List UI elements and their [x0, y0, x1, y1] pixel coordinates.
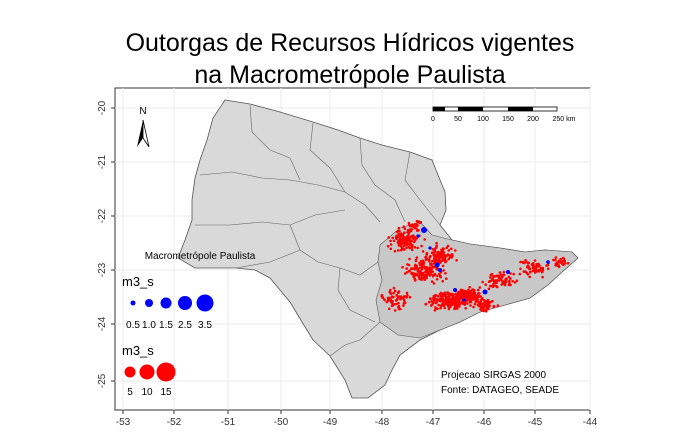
projection-text: Projecao SIRGAS 2000 — [441, 370, 546, 381]
legend-red-value: 5 — [127, 387, 133, 398]
scale-bar — [432, 106, 558, 112]
legend-blue-value: 1.0 — [142, 320, 156, 331]
x-tick-label: -49 — [323, 417, 338, 428]
y-tick-label: -25 — [97, 373, 108, 388]
legend-blue-value: 2.5 — [178, 320, 192, 331]
x-axis-ticks: -53 -52 -51 -50 -49 -48 -47 -46 -45 -44 — [116, 410, 598, 428]
legend-red-value: 10 — [141, 387, 153, 398]
y-tick-label: -24 — [97, 316, 108, 331]
legend-blue-value: 3.5 — [198, 320, 212, 331]
north-label: N — [139, 106, 146, 117]
y-axis-ticks: -20 -21 -22 -23 -24 -25 — [97, 100, 115, 388]
scale-label-50: 50 — [454, 116, 462, 123]
watershed-boundaries — [195, 104, 441, 357]
y-tick-label: -20 — [97, 100, 108, 115]
source-text: Fonte: DATAGEO, SEADE — [441, 385, 559, 396]
map-title-line-2: na Macrometrópole Paulista — [194, 61, 506, 89]
x-tick-label: -45 — [528, 417, 543, 428]
legend-red-title: m3_s — [122, 343, 154, 358]
blue-outorga-points — [416, 227, 550, 302]
scale-label-150: 150 — [502, 116, 514, 123]
north-arrow-icon — [137, 119, 150, 148]
scale-label-0: 0 — [431, 116, 435, 123]
x-tick-label: -46 — [477, 417, 492, 428]
map-title-line-1: Outorgas de Recursos Hídricos vigentes — [125, 29, 575, 57]
x-tick-label: -47 — [426, 417, 441, 428]
y-tick-label: -21 — [97, 154, 108, 169]
legend-blue-value: 0.5 — [126, 320, 140, 331]
region-label: Macrometrópole Paulista — [145, 251, 256, 262]
x-tick-label: -44 — [583, 417, 598, 428]
y-tick-label: -22 — [97, 208, 108, 223]
x-tick-label: -51 — [221, 417, 236, 428]
x-tick-label: -48 — [375, 417, 390, 428]
legend-blue-symbols — [130, 294, 214, 312]
scale-label-200: 200 — [527, 116, 539, 123]
x-tick-label: -53 — [116, 417, 131, 428]
scale-label-100: 100 — [477, 116, 489, 123]
x-tick-label: -50 — [274, 417, 289, 428]
scale-label-250: 250 km — [553, 116, 576, 123]
legend-red-value: 15 — [160, 387, 172, 398]
red-outorga-points — [380, 219, 570, 313]
legend-blue-value: 1.5 — [159, 320, 173, 331]
legend-blue-title: m3_s — [122, 274, 154, 289]
y-tick-label: -23 — [97, 262, 108, 277]
legend-red-symbols — [124, 362, 176, 382]
x-tick-label: -52 — [167, 417, 182, 428]
